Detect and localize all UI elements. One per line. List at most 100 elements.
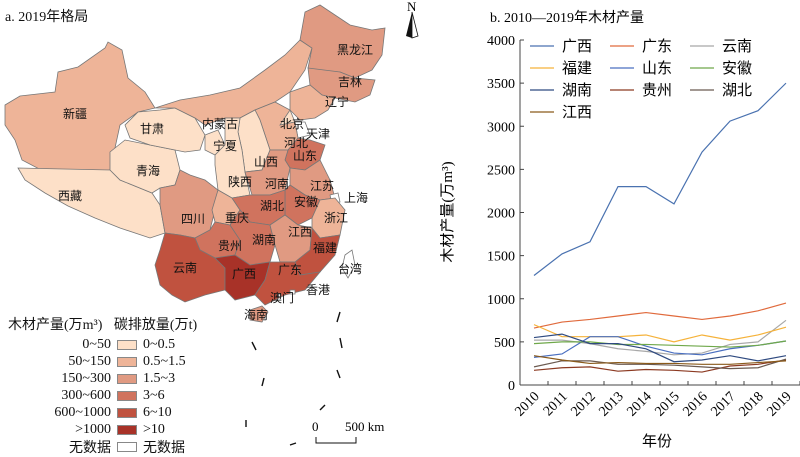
- legend-row: 无数据 无数据: [8, 438, 197, 455]
- x-axis-label: 年份: [642, 433, 672, 450]
- province-label: 福建: [313, 240, 337, 255]
- legend-swatch: [117, 425, 137, 435]
- x-tick-label: 2014: [624, 389, 654, 419]
- province-label: 山东: [293, 149, 317, 163]
- y-tick-label: 4000: [487, 34, 515, 49]
- province-label: 宁夏: [213, 138, 237, 153]
- legend-label: 安徽: [722, 60, 752, 77]
- province-label: 江西: [288, 225, 312, 239]
- legend-row: 50~150 0.5~1.5: [8, 353, 197, 370]
- scale-bar: [316, 437, 356, 443]
- north-arrow-icon: [406, 12, 418, 38]
- province-label: 内蒙古: [202, 116, 238, 131]
- legend-label: 湖南: [562, 82, 592, 99]
- series-line-3: [534, 325, 786, 342]
- province-label: 西藏: [58, 189, 82, 203]
- scale-label-distance: 500 km: [345, 419, 384, 434]
- x-tick-label: 2017: [708, 389, 738, 419]
- x-tick-label: 2010: [512, 389, 542, 419]
- legend-swatch: [117, 374, 137, 384]
- series-line-1: [534, 303, 786, 328]
- province-label: 山西: [254, 155, 278, 169]
- province-label: 澳门: [270, 290, 294, 305]
- province-label: 黑龙江: [337, 43, 373, 57]
- legend-swatch: [117, 442, 137, 452]
- y-axis-label: 木材产量(万m³): [440, 161, 456, 262]
- legend-wood-range: >1000: [8, 422, 117, 438]
- province-label: 广西: [232, 267, 256, 281]
- y-tick-label: 0: [508, 379, 515, 394]
- line-chart: b. 2010—2019年木材产量 0500100015002000250030…: [440, 0, 800, 455]
- nine-dash-line: [246, 312, 342, 445]
- series-line-5: [534, 341, 786, 347]
- legend-carbon-range: 0.5~1.5: [143, 354, 186, 370]
- province-label: 辽宁: [325, 94, 349, 109]
- x-tick-label: 2015: [652, 389, 682, 419]
- series-line-9: [534, 356, 786, 365]
- province-label: 四川: [181, 212, 205, 226]
- x-tick-label: 2016: [680, 389, 710, 419]
- chart-title: b. 2010—2019年木材产量: [490, 10, 644, 26]
- y-tick-label: 3500: [487, 77, 515, 92]
- legend-wood-range: 无数据: [8, 437, 117, 457]
- map-panel: a. 2019年格局: [0, 0, 440, 455]
- y-tick-label: 3000: [487, 120, 515, 135]
- province-label: 广东: [278, 263, 302, 277]
- legend-wood-range: 0~50: [8, 337, 117, 353]
- legend-swatch: [117, 408, 137, 418]
- legend-row: 150~300 1.5~3: [8, 370, 197, 387]
- x-tick-label: 2018: [736, 389, 766, 419]
- province-label: 上海: [344, 190, 368, 205]
- province-label: 台湾: [338, 261, 362, 276]
- province-label: 河南: [265, 176, 289, 191]
- scale-label-zero: 0: [312, 419, 319, 434]
- province-label: 新疆: [63, 106, 87, 121]
- province-label: 北京: [280, 117, 304, 131]
- legend-swatch: [117, 340, 137, 350]
- legend-header-wood: 木材产量(万m³): [8, 318, 102, 333]
- legend-label: 云南: [722, 38, 752, 55]
- legend-carbon-range: 6~10: [143, 405, 172, 421]
- legend-label: 福建: [562, 60, 592, 77]
- province-label: 贵州: [218, 239, 242, 253]
- province-label: 吉林: [338, 75, 362, 89]
- province-label: 海南: [244, 307, 268, 322]
- legend-row: 0~50 0~0.5: [8, 336, 197, 353]
- legend-carbon-range: 1.5~3: [143, 371, 175, 387]
- province-label: 香港: [306, 283, 330, 297]
- legend-label: 江西: [562, 104, 592, 121]
- x-tick-label: 2011: [541, 389, 571, 419]
- series-line-4: [534, 337, 786, 358]
- province-label: 河北: [284, 136, 308, 150]
- legend-label: 贵州: [642, 82, 672, 99]
- legend-label: 山东: [642, 60, 672, 77]
- legend-wood-range: 300~600: [8, 388, 117, 404]
- legend-wood-range: 600~1000: [8, 405, 117, 421]
- x-tick-label: 2013: [596, 389, 626, 419]
- legend-wood-range: 150~300: [8, 371, 117, 387]
- province-label: 安徽: [294, 194, 318, 209]
- legend-wood-range: 50~150: [8, 354, 117, 370]
- province-label: 陕西: [228, 174, 252, 189]
- province-label: 青海: [136, 163, 160, 178]
- legend-header-carbon: 碳排放量(万t): [114, 318, 197, 333]
- province-label: 江苏: [310, 179, 334, 193]
- legend-carbon-range: 0~0.5: [143, 337, 175, 353]
- legend-row: 600~1000 6~10: [8, 404, 197, 421]
- legend-label: 广西: [562, 38, 592, 55]
- y-tick-label: 1000: [487, 293, 515, 308]
- legend-label: 广东: [642, 38, 672, 55]
- legend-label: 湖北: [722, 82, 752, 99]
- province-label: 湖南: [252, 232, 276, 247]
- province-label: 天津: [306, 127, 330, 141]
- legend-row: >1000 >10: [8, 421, 197, 438]
- legend-swatch: [117, 357, 137, 367]
- legend-swatch: [117, 391, 137, 401]
- legend-carbon-range: >10: [143, 422, 165, 438]
- province-label: 甘肃: [140, 122, 164, 136]
- province-label: 湖北: [260, 198, 284, 213]
- legend-carbon-range: 无数据: [143, 437, 185, 457]
- province-label: 云南: [173, 260, 197, 275]
- y-tick-label: 2000: [487, 207, 515, 222]
